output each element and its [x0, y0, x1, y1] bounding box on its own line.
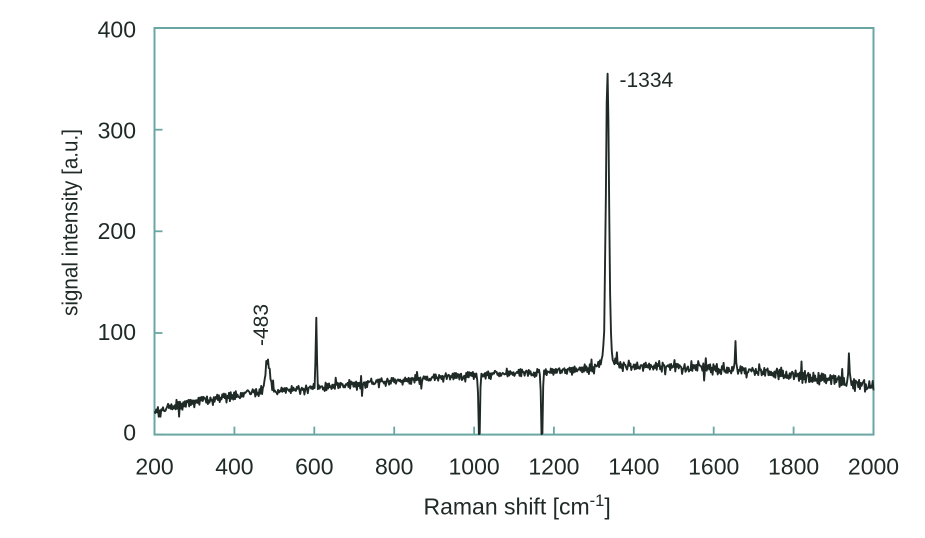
svg-text:0: 0 [123, 420, 136, 446]
svg-text:800: 800 [375, 454, 413, 480]
svg-text:100: 100 [98, 319, 136, 345]
svg-text:1000: 1000 [449, 454, 500, 480]
svg-text:1600: 1600 [688, 454, 739, 480]
svg-text:Raman shift [cm-1]: Raman shift [cm-1] [424, 492, 611, 520]
svg-text:signal intensity [a.u.]: signal intensity [a.u.] [58, 129, 83, 316]
svg-text:-1334: -1334 [620, 69, 674, 92]
svg-text:1200: 1200 [528, 454, 579, 480]
svg-text:-483: -483 [250, 304, 273, 346]
svg-text:1400: 1400 [608, 454, 659, 480]
svg-text:600: 600 [295, 454, 333, 480]
svg-text:200: 200 [135, 454, 173, 480]
svg-text:1800: 1800 [768, 454, 819, 480]
svg-text:300: 300 [98, 117, 136, 143]
svg-text:2000: 2000 [848, 454, 899, 480]
svg-text:200: 200 [98, 218, 136, 244]
svg-text:400: 400 [215, 454, 253, 480]
svg-text:400: 400 [98, 17, 136, 43]
